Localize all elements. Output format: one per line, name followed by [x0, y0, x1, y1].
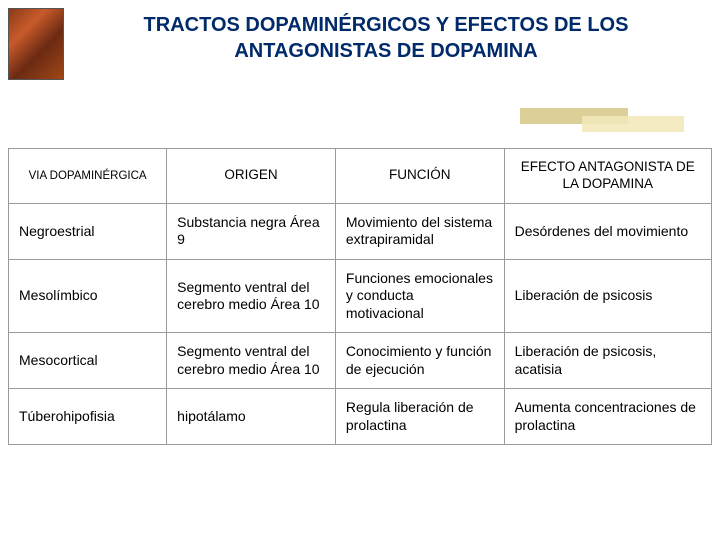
header-efecto: EFECTO ANTAGONISTA DE LA DOPAMINA [504, 149, 711, 204]
cell-efecto: Desórdenes del movimiento [504, 203, 711, 259]
header-origen: ORIGEN [167, 149, 336, 204]
cell-origen: hipotálamo [167, 389, 336, 445]
cell-origen: Substancia negra Área 9 [167, 203, 336, 259]
cell-efecto: Liberación de psicosis, acatisia [504, 333, 711, 389]
table-row: Mesocortical Segmento ventral del cerebr… [9, 333, 712, 389]
cell-via: Túberohipofisia [9, 389, 167, 445]
cell-funcion: Conocimiento y función de ejecución [335, 333, 504, 389]
table-header-row: VIA DOPAMINÉRGICA ORIGEN FUNCIÓN EFECTO … [9, 149, 712, 204]
header-funcion: FUNCIÓN [335, 149, 504, 204]
cell-efecto: Aumenta concentraciones de prolactina [504, 389, 711, 445]
decor-bar-light [582, 116, 684, 132]
cell-via: Mesocortical [9, 333, 167, 389]
header-via: VIA DOPAMINÉRGICA [9, 149, 167, 204]
title-line-1: TRACTOS DOPAMINÉRGICOS Y EFECTOS DE LOS [144, 14, 629, 36]
cell-origen: Segmento ventral del cerebro medio Área … [167, 259, 336, 333]
table-row: Mesolímbico Segmento ventral del cerebro… [9, 259, 712, 333]
table-row: Túberohipofisia hipotálamo Regula libera… [9, 389, 712, 445]
dopamine-tracts-table: VIA DOPAMINÉRGICA ORIGEN FUNCIÓN EFECTO … [8, 148, 712, 445]
cell-funcion: Movimiento del sistema extrapiramidal [335, 203, 504, 259]
cell-via: Negroestrial [9, 203, 167, 259]
title-line-2: ANTAGONISTAS DE DOPAMINA [234, 40, 537, 62]
decorative-bars [520, 104, 684, 138]
cell-funcion: Regula liberación de prolactina [335, 389, 504, 445]
table-row: Negroestrial Substancia negra Área 9 Mov… [9, 203, 712, 259]
emblem-image [8, 8, 64, 80]
table-container: VIA DOPAMINÉRGICA ORIGEN FUNCIÓN EFECTO … [0, 148, 720, 445]
slide-title: TRACTOS DOPAMINÉRGICOS Y EFECTOS DE LOS … [72, 12, 700, 64]
cell-efecto: Liberación de psicosis [504, 259, 711, 333]
cell-funcion: Funciones emocionales y conducta motivac… [335, 259, 504, 333]
cell-origen: Segmento ventral del cerebro medio Área … [167, 333, 336, 389]
cell-via: Mesolímbico [9, 259, 167, 333]
